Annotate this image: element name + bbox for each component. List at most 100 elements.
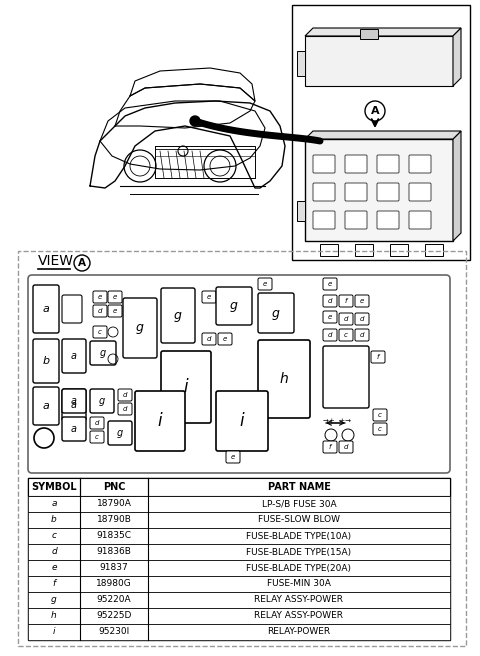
FancyBboxPatch shape	[33, 285, 59, 333]
Bar	[320, 244, 338, 256]
Bar	[297, 51, 305, 76]
Text: d: d	[207, 336, 211, 342]
Text: d: d	[95, 420, 99, 426]
FancyBboxPatch shape	[323, 329, 337, 341]
FancyBboxPatch shape	[118, 403, 132, 415]
Text: FUSE-BLADE TYPE(20A): FUSE-BLADE TYPE(20A)	[247, 564, 351, 573]
Text: e: e	[51, 564, 57, 573]
Text: d: d	[123, 392, 127, 398]
Text: a: a	[43, 401, 49, 411]
Text: c: c	[378, 412, 382, 418]
Text: FUSE-MIN 30A: FUSE-MIN 30A	[267, 579, 331, 588]
Bar	[390, 244, 408, 256]
FancyBboxPatch shape	[90, 431, 104, 443]
FancyBboxPatch shape	[93, 291, 107, 303]
FancyBboxPatch shape	[313, 155, 335, 173]
Text: 18790A: 18790A	[96, 499, 132, 508]
Text: e: e	[263, 281, 267, 287]
Text: d: d	[344, 316, 348, 322]
Bar	[425, 244, 443, 256]
Bar	[305, 139, 453, 241]
Bar	[28, 478, 450, 640]
Text: b: b	[51, 516, 57, 525]
Polygon shape	[305, 28, 461, 36]
Text: g: g	[99, 396, 105, 406]
Text: PNC: PNC	[103, 482, 125, 492]
FancyBboxPatch shape	[218, 333, 232, 345]
Text: RELAY ASSY-POWER: RELAY ASSY-POWER	[254, 611, 344, 621]
FancyBboxPatch shape	[409, 211, 431, 229]
Bar	[28, 512, 450, 528]
Text: c: c	[98, 329, 102, 335]
Text: f: f	[345, 298, 347, 304]
FancyBboxPatch shape	[345, 155, 367, 173]
FancyBboxPatch shape	[118, 389, 132, 401]
Text: g: g	[117, 428, 123, 438]
Text: f: f	[329, 444, 331, 450]
FancyBboxPatch shape	[339, 441, 353, 453]
Bar	[18, 251, 466, 646]
FancyBboxPatch shape	[93, 305, 107, 317]
FancyBboxPatch shape	[258, 340, 310, 418]
Text: e: e	[231, 454, 235, 460]
Circle shape	[190, 116, 200, 126]
FancyBboxPatch shape	[355, 313, 369, 325]
FancyBboxPatch shape	[62, 389, 86, 421]
FancyBboxPatch shape	[409, 183, 431, 201]
FancyBboxPatch shape	[90, 417, 104, 429]
Text: a: a	[43, 304, 49, 314]
Text: 95220A: 95220A	[96, 596, 132, 604]
Text: d: d	[344, 444, 348, 450]
Text: g: g	[136, 321, 144, 335]
Text: A: A	[78, 258, 86, 268]
Text: e: e	[207, 294, 211, 300]
FancyBboxPatch shape	[373, 423, 387, 435]
FancyBboxPatch shape	[33, 387, 59, 425]
Bar	[360, 29, 378, 39]
Bar	[28, 496, 450, 512]
FancyBboxPatch shape	[90, 389, 114, 413]
Text: h: h	[280, 372, 288, 386]
Text: c: c	[95, 434, 99, 440]
Text: SYMBOL: SYMBOL	[31, 482, 77, 492]
Text: PART NAME: PART NAME	[267, 482, 330, 492]
Text: FUSE-BLADE TYPE(10A): FUSE-BLADE TYPE(10A)	[246, 531, 351, 541]
Text: d: d	[360, 332, 364, 338]
Text: f: f	[377, 354, 379, 360]
Text: i: i	[240, 412, 244, 430]
Text: 95225D: 95225D	[96, 611, 132, 621]
Text: h: h	[51, 611, 57, 621]
FancyBboxPatch shape	[258, 293, 294, 333]
FancyBboxPatch shape	[409, 155, 431, 173]
FancyBboxPatch shape	[339, 313, 353, 325]
Text: g: g	[272, 306, 280, 319]
Text: i: i	[184, 378, 188, 396]
FancyBboxPatch shape	[345, 211, 367, 229]
Text: 91836B: 91836B	[96, 548, 132, 556]
Bar	[28, 560, 450, 576]
FancyBboxPatch shape	[323, 311, 337, 323]
Text: FUSE-SLOW BLOW: FUSE-SLOW BLOW	[258, 516, 340, 525]
Text: 18980G: 18980G	[96, 579, 132, 588]
FancyBboxPatch shape	[377, 211, 399, 229]
FancyBboxPatch shape	[323, 441, 337, 453]
FancyBboxPatch shape	[161, 351, 211, 423]
Text: d: d	[98, 308, 102, 314]
FancyBboxPatch shape	[28, 275, 450, 473]
Text: a: a	[71, 396, 77, 406]
Text: e: e	[113, 294, 117, 300]
Text: f: f	[52, 579, 56, 588]
FancyBboxPatch shape	[216, 391, 268, 451]
FancyBboxPatch shape	[323, 346, 369, 408]
FancyBboxPatch shape	[93, 326, 107, 338]
Text: a: a	[71, 351, 77, 361]
Text: a: a	[71, 424, 77, 434]
Text: e: e	[98, 294, 102, 300]
FancyBboxPatch shape	[202, 333, 216, 345]
Bar	[28, 624, 450, 640]
FancyBboxPatch shape	[90, 341, 116, 365]
FancyBboxPatch shape	[108, 291, 122, 303]
Text: e: e	[223, 336, 227, 342]
Text: d: d	[360, 316, 364, 322]
Text: e: e	[328, 281, 332, 287]
